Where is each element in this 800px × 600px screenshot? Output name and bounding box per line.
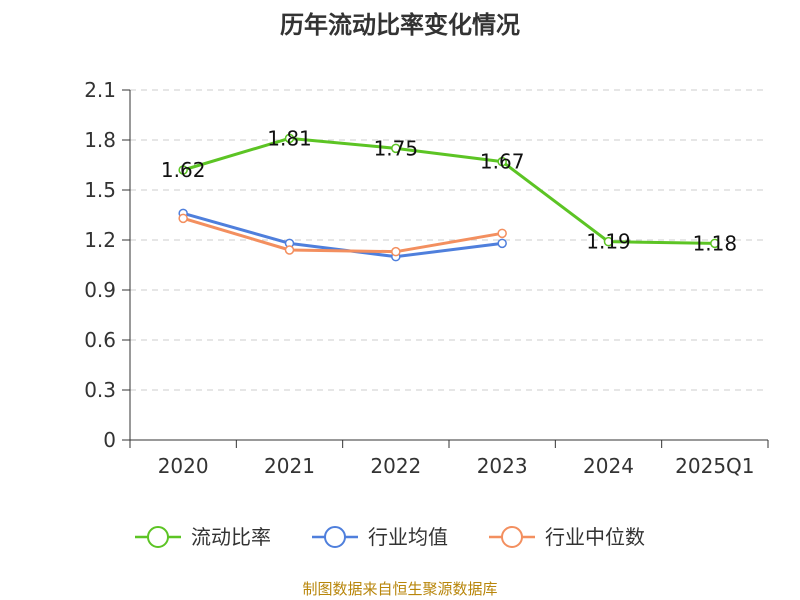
data-point	[603, 236, 614, 247]
data-point	[284, 133, 295, 144]
legend-marker	[501, 526, 523, 548]
series-layer	[178, 133, 720, 262]
legend-label: 行业均值	[368, 525, 448, 549]
legend-label: 行业中位数	[545, 525, 645, 549]
y-tick-label: 1.2	[84, 228, 116, 252]
series-line	[182, 136, 715, 245]
data-label: 1.75	[374, 136, 419, 160]
y-tick-label: 0.6	[84, 328, 116, 352]
data-label: 1.81	[267, 126, 312, 150]
data-label: 1.67	[480, 150, 525, 174]
data-point	[497, 238, 507, 249]
x-tick-label: 2022	[370, 454, 421, 478]
legend-label: 流动比率	[191, 525, 271, 549]
series-2	[178, 213, 507, 257]
series-0	[178, 133, 720, 249]
x-tick-label: 2024	[583, 454, 634, 478]
legend-item: 流动比率	[135, 525, 271, 549]
data-point	[391, 246, 401, 257]
axes: 0 0.3 0.6 0.9 1.2 1.5 1.8 2.1 2020 2021 2022 2023 20…	[84, 78, 769, 478]
x-tick-label: 2021	[264, 454, 315, 478]
y-tick-label: 0	[103, 428, 116, 452]
legend-item: 行业中位数	[489, 525, 645, 549]
data-label: 1.62	[161, 158, 206, 182]
x-tick-label: 2020	[158, 454, 209, 478]
data-point	[391, 143, 401, 154]
x-tick-label: 2025Q1	[675, 454, 754, 478]
legend-marker	[324, 526, 346, 548]
y-tick-label: 0.3	[84, 378, 116, 402]
legend-marker	[147, 526, 169, 548]
data-point	[284, 245, 295, 255]
chart-title: 历年流动比率变化情况	[280, 11, 520, 39]
y-tick-label: 1.5	[84, 178, 116, 202]
y-tick-label: 0.9	[84, 278, 116, 302]
x-tick-label: 2023	[477, 454, 528, 478]
data-point	[497, 156, 507, 167]
data-label: 1.19	[586, 230, 631, 254]
series-line	[182, 216, 503, 254]
data-point	[178, 165, 188, 175]
legend: 流动比率 行业均值 行业中位数	[135, 525, 645, 549]
source-note: 制图数据来自恒生聚源数据库	[302, 580, 497, 598]
data-point	[178, 213, 188, 224]
data-point	[710, 238, 720, 249]
grid-lines	[130, 89, 768, 391]
data-point	[497, 228, 507, 239]
legend-item: 行业均值	[312, 525, 448, 549]
y-tick-label: 1.8	[84, 128, 116, 152]
data-labels: 1.62 1.81 1.75 1.67 1.19 1.18	[161, 126, 737, 255]
y-tick-label: 2.1	[84, 78, 116, 102]
data-label: 1.18	[693, 231, 738, 255]
series-1	[178, 208, 507, 262]
